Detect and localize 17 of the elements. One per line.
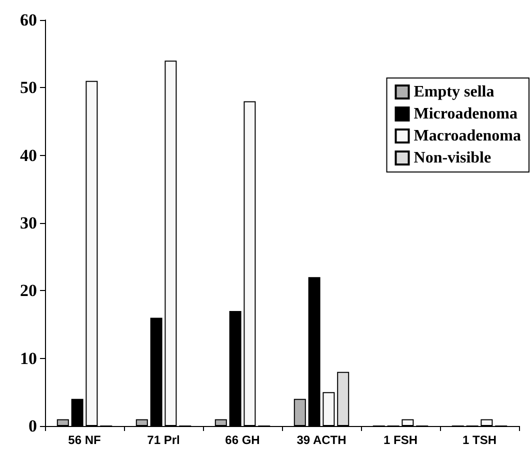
x-tick-label: 71 Prl [147, 433, 180, 447]
legend-label: Empty sella [414, 84, 494, 100]
x-tick-label: 56 NF [68, 433, 101, 447]
x-tick-label: 1 FSH [383, 433, 418, 447]
y-tick-label: 60 [20, 10, 37, 30]
legend-label: Macroadenoma [414, 128, 522, 144]
y-tick-label: 50 [20, 78, 37, 98]
x-tick-label: 66 GH [225, 433, 260, 447]
legend-label: Non-visible [414, 150, 492, 166]
y-tick-label: 0 [28, 416, 37, 436]
y-tick-label: 20 [20, 281, 37, 300]
y-tick-label: 40 [20, 146, 37, 165]
x-tick-label: 1 TSH [462, 433, 497, 447]
y-tick-label: 30 [20, 214, 37, 232]
legend-label: Microadenoma [414, 106, 518, 122]
x-tick-label: 39 ACTH [296, 433, 346, 447]
y-tick-label: 10 [20, 348, 37, 368]
